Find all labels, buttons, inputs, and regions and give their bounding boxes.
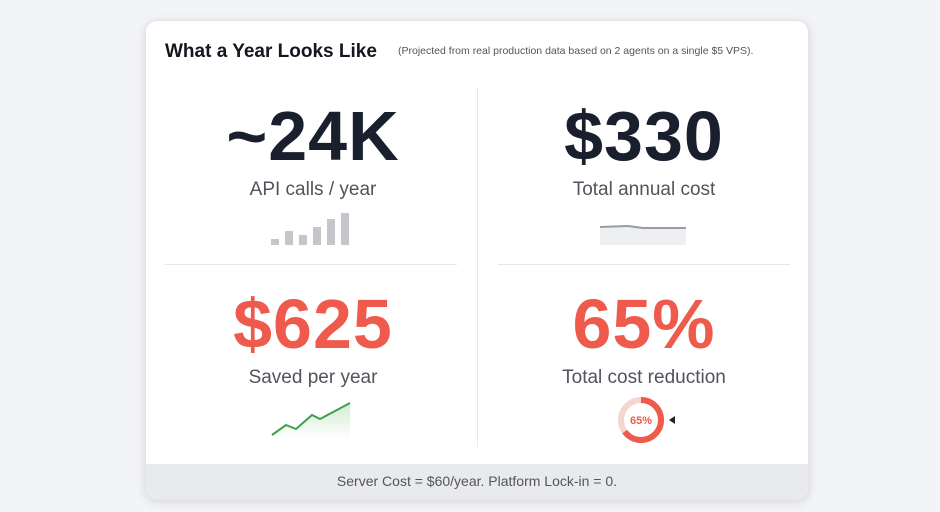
stat-value: ~24K [226,97,400,175]
stat-value: $625 [233,285,393,363]
mini-line [599,224,686,245]
mini-bars [271,213,349,245]
stat-label: Total cost reduction [562,367,726,388]
stat: $330 Total annual cost [494,101,794,201]
stat: $625 Saved per year [163,289,463,389]
mini-trend [271,402,351,439]
divider [498,264,790,265]
gauge-arc [618,397,664,443]
footer: Server Cost = $60/year. Platform Lock-in… [146,464,808,499]
card-subtitle: (Projected from real production data bas… [398,45,754,57]
stat: 65% Total cost reduction [494,289,794,389]
divider [477,87,478,447]
gauge: 65% [618,397,675,443]
card-title: What a Year Looks Like [165,41,377,62]
stat: ~24K API calls / year [163,101,463,201]
stat-value: $330 [564,97,724,175]
card: What a Year Looks Like (Projected from r… [145,20,809,500]
stat-label: API calls / year [249,179,377,200]
stat-label: Saved per year [248,367,378,388]
gauge-label: 65% [630,415,652,427]
divider [165,264,457,265]
stat-value: 65% [572,285,716,363]
gauge-pointer [669,416,675,424]
stat-label: Total annual cost [572,179,716,200]
